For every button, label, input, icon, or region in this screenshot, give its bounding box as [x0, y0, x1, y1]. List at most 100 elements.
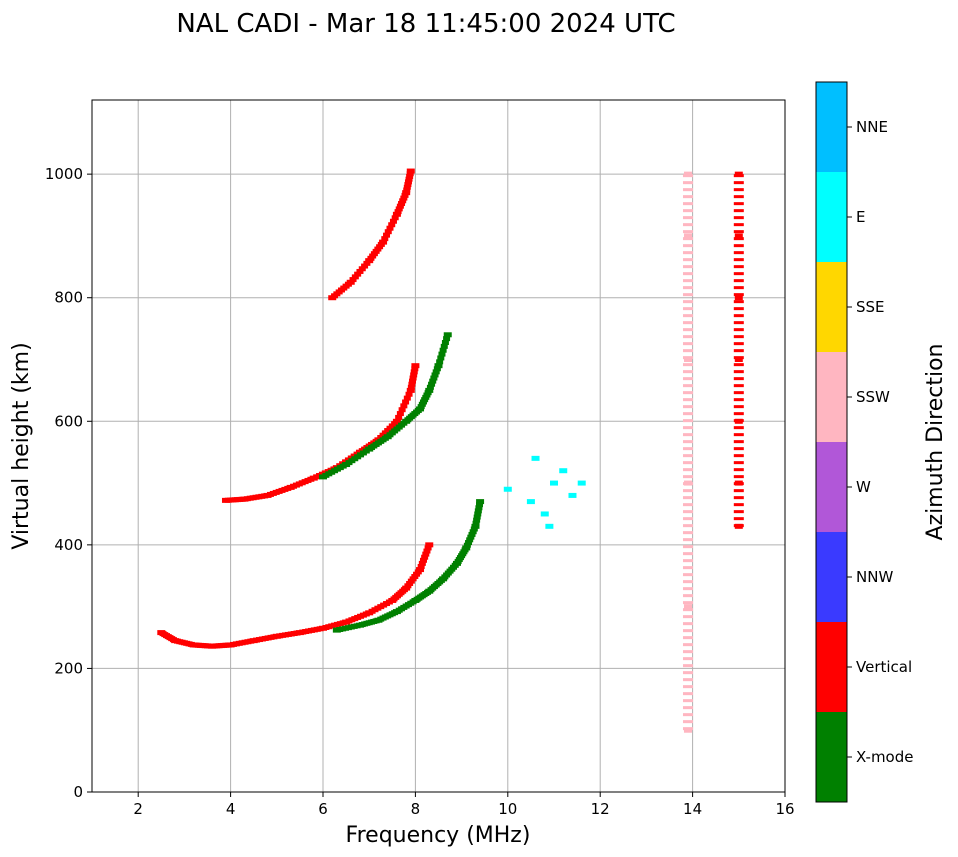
colorbar-label-nne: NNE	[856, 118, 888, 136]
interference-dash	[733, 279, 744, 283]
trace-segment	[406, 173, 414, 179]
interference-dash	[682, 307, 693, 311]
interference-dash	[682, 650, 693, 654]
interference-dash	[682, 398, 693, 402]
data-point	[683, 233, 692, 239]
trace-segment	[383, 232, 391, 238]
data-point	[550, 480, 558, 486]
interference-dash	[682, 412, 693, 416]
interference-dash	[682, 692, 693, 696]
interference-dash	[733, 349, 744, 353]
trace-segment	[398, 200, 406, 206]
interference-dash	[733, 482, 744, 486]
interference-dash	[682, 727, 693, 731]
trace-segment	[433, 366, 441, 372]
interference-dash	[682, 685, 693, 689]
data-point	[425, 387, 434, 393]
trace-segment	[356, 268, 364, 274]
trace-segment	[473, 517, 481, 523]
interference-dash	[733, 475, 744, 479]
trace-segment	[351, 274, 359, 280]
trace-segment	[384, 229, 392, 235]
data-point	[434, 363, 443, 369]
interference-dash	[682, 531, 693, 535]
interference-dash	[682, 174, 693, 178]
interference-dash	[682, 251, 693, 255]
interference-dash	[682, 433, 693, 437]
interference-dash	[682, 258, 693, 262]
interference-dash	[682, 678, 693, 682]
interference-dash	[682, 244, 693, 248]
colorbar-label-w: W	[856, 478, 871, 496]
interference-dash	[733, 258, 744, 262]
trace-segment	[405, 176, 413, 182]
colorbar-label-vertical: Vertical	[856, 658, 912, 676]
data-point	[683, 357, 692, 362]
trace-segment	[469, 529, 477, 535]
interference-dash	[733, 293, 744, 297]
trace-segment	[354, 271, 362, 277]
data-point	[734, 295, 743, 301]
interference-dash	[733, 377, 744, 381]
interference-dash	[682, 293, 693, 297]
trace-segment	[399, 198, 407, 204]
trace-segment	[475, 505, 483, 511]
interference-dash	[733, 391, 744, 395]
interference-dash	[682, 482, 693, 486]
interference-dash	[733, 405, 744, 409]
interference-dash	[733, 314, 744, 318]
colorbar-frame	[815, 81, 848, 803]
interference-dash	[733, 202, 744, 206]
trace-segment	[363, 260, 371, 266]
interference-dash	[682, 426, 693, 430]
data-point	[683, 727, 692, 733]
colorbar-label: Azimuth Direction	[923, 343, 948, 540]
data-point	[411, 363, 420, 369]
interference-dash	[682, 202, 693, 206]
colorbar-segment	[816, 442, 847, 532]
x-tick-label: 10	[498, 800, 517, 818]
colorbar-label-e: E	[856, 208, 865, 226]
trace-segment	[386, 225, 394, 231]
interference-dash	[682, 440, 693, 444]
trace-segment	[409, 378, 417, 384]
trace-segment	[403, 187, 411, 193]
data-point	[392, 418, 401, 424]
trace-segment	[398, 407, 406, 413]
grid-lines	[92, 100, 786, 793]
interference-dash	[733, 370, 744, 374]
interference-dash	[733, 496, 744, 500]
colorbar-segment	[816, 352, 847, 442]
x-axis-label: Frequency (MHz)	[346, 823, 531, 848]
y-axis-ticks: 0 200 400 600 800 1000	[45, 165, 92, 801]
data-point	[540, 511, 549, 517]
trace-segment	[403, 184, 411, 190]
interference-dash	[733, 230, 744, 234]
trace-segment	[394, 209, 402, 215]
interference-dash	[682, 713, 693, 717]
interference-dash	[682, 517, 693, 521]
interference-dash	[682, 475, 693, 479]
trace-segment	[395, 206, 403, 212]
data-point	[462, 545, 471, 551]
interference-dash	[682, 328, 693, 332]
trace-segment	[476, 502, 484, 508]
trace-segment	[408, 381, 416, 387]
interference-dash	[682, 559, 693, 563]
trace-segment	[438, 351, 446, 357]
colorbar-segment	[816, 82, 847, 172]
interference-dash	[682, 377, 693, 381]
trace-segment	[411, 366, 419, 372]
trace-segment	[432, 369, 440, 375]
interference-dash	[682, 314, 693, 318]
trace-segment	[395, 414, 403, 420]
colorbar-label-ssw: SSW	[856, 388, 890, 406]
interference-dash	[682, 447, 693, 451]
interference-dash	[733, 286, 744, 290]
colorbar-label-x-mode: X-mode	[856, 748, 913, 766]
trace-segment	[441, 340, 449, 346]
interference-dash	[733, 328, 744, 332]
trace-segment	[436, 359, 444, 365]
interference-dash	[733, 363, 744, 367]
interference-dash	[733, 335, 744, 339]
